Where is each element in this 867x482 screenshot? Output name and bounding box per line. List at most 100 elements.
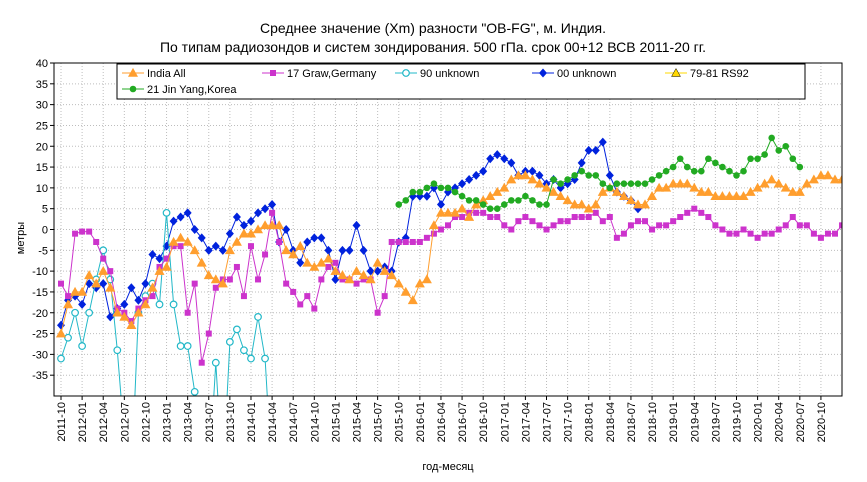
- data-point: [585, 172, 593, 179]
- data-point: [740, 167, 747, 175]
- y-tick-label: -30: [32, 349, 48, 361]
- data-point: [155, 300, 164, 309]
- data-point: [93, 238, 100, 245]
- data-point: [464, 211, 475, 221]
- data-point: [832, 230, 838, 237]
- data-point: [190, 225, 199, 234]
- data-point: [269, 476, 276, 482]
- data-point: [217, 278, 228, 288]
- data-point: [782, 142, 790, 150]
- data-point: [225, 229, 234, 239]
- data-point: [845, 179, 854, 187]
- x-tick-label: 2013-10: [225, 402, 237, 442]
- x-tick-label: 2013-07: [204, 402, 216, 442]
- data-point: [591, 145, 600, 155]
- data-point: [183, 342, 192, 350]
- data-point: [339, 276, 346, 283]
- data-point: [71, 308, 79, 317]
- data-point: [189, 245, 200, 255]
- data-point: [620, 230, 627, 237]
- data-point: [184, 309, 191, 316]
- data-point: [690, 167, 698, 175]
- x-tick-label: 2017-10: [563, 402, 575, 442]
- data-point: [675, 178, 686, 188]
- data-point: [677, 214, 684, 221]
- y-tick-label: -15: [32, 287, 48, 299]
- series-0: [55, 170, 854, 338]
- data-point: [175, 232, 186, 242]
- data-point: [689, 182, 700, 192]
- data-point: [465, 175, 474, 185]
- data-point: [656, 222, 663, 229]
- data-point: [381, 293, 388, 300]
- data-point: [113, 346, 122, 355]
- data-point: [712, 159, 719, 167]
- x-tick-label: 2016-04: [436, 402, 448, 442]
- data-point: [824, 230, 831, 237]
- data-point: [761, 151, 768, 158]
- data-point: [520, 170, 531, 180]
- x-tick-label: 2015-10: [394, 402, 406, 442]
- data-point: [400, 286, 411, 296]
- data-point: [177, 243, 184, 250]
- y-tick-label: 30: [36, 100, 48, 112]
- data-point: [267, 220, 278, 230]
- x-tick-label: 2020-10: [816, 402, 828, 442]
- data-point: [226, 276, 233, 283]
- data-point: [386, 270, 397, 280]
- data-point: [775, 226, 782, 233]
- data-point: [112, 307, 123, 317]
- data-point: [634, 180, 642, 188]
- data-point: [548, 186, 559, 196]
- data-point: [261, 354, 269, 363]
- y-tick-label: -20: [32, 308, 48, 320]
- data-point: [535, 170, 544, 180]
- data-point: [508, 226, 515, 233]
- x-tick-label: 2014-01: [246, 402, 258, 442]
- series-2: [57, 208, 276, 482]
- data-point: [500, 154, 509, 164]
- x-axis-ticks: 2011-10 2012-01 2012-04 2012-07 2012-10 2013-…: [56, 396, 828, 442]
- legend-label: 90 unknown: [420, 68, 479, 80]
- data-point: [810, 230, 817, 237]
- y-tick-label: 35: [36, 79, 48, 91]
- data-point: [599, 218, 606, 225]
- data-point: [296, 258, 305, 268]
- x-tick-label: 2017-04: [520, 402, 532, 442]
- data-point: [211, 241, 220, 251]
- data-point: [283, 280, 290, 287]
- y-tick-label: -25: [32, 329, 48, 341]
- data-point: [780, 182, 791, 192]
- data-point: [754, 234, 761, 241]
- data-point: [494, 214, 501, 221]
- data-point: [86, 228, 93, 235]
- data-point: [345, 245, 354, 255]
- data-point: [508, 197, 515, 204]
- x-tick-label: 2015-01: [330, 402, 342, 442]
- y-tick-label: -35: [32, 370, 48, 382]
- data-point: [458, 192, 466, 200]
- data-point: [676, 155, 684, 163]
- y-tick-label: 5: [42, 204, 48, 216]
- data-point: [224, 245, 235, 255]
- x-tick-label: 2014-04: [267, 402, 279, 442]
- data-point: [479, 166, 488, 176]
- data-point: [205, 330, 212, 337]
- data-point: [297, 301, 304, 308]
- data-point: [724, 191, 735, 200]
- data-point: [338, 245, 347, 255]
- data-point: [486, 154, 495, 164]
- data-point: [220, 476, 227, 482]
- data-point: [459, 214, 466, 221]
- data-point: [366, 266, 375, 276]
- data-point: [766, 174, 777, 184]
- data-point: [571, 172, 578, 179]
- data-point: [472, 197, 480, 204]
- data-point: [318, 276, 325, 283]
- data-point: [191, 280, 198, 287]
- data-point: [290, 288, 297, 295]
- data-point: [303, 237, 312, 247]
- data-point: [501, 222, 508, 229]
- data-point: [534, 178, 545, 188]
- data-point: [105, 282, 116, 292]
